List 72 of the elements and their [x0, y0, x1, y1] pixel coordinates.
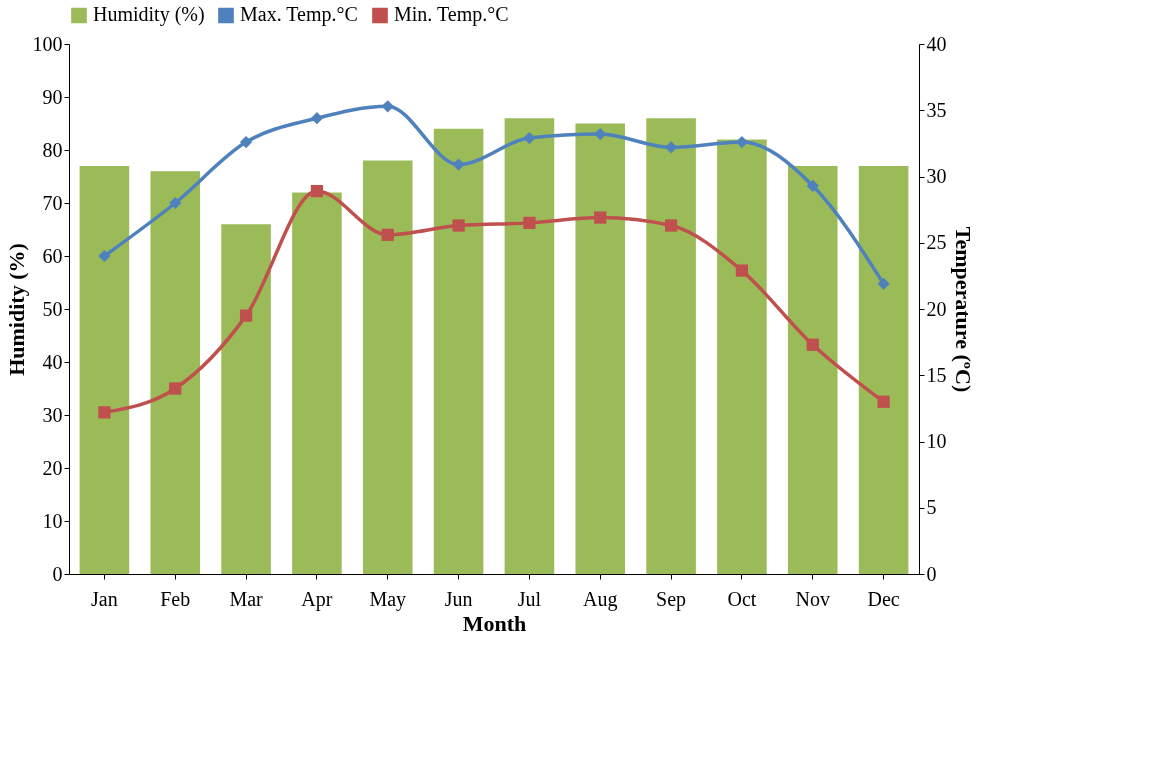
y2-tick-label: 25: [926, 231, 947, 254]
bar: [221, 224, 271, 574]
y2-tick-label: 30: [926, 165, 947, 187]
y-tick-label: 100: [32, 32, 63, 55]
point: [664, 219, 678, 232]
bar: [787, 165, 838, 574]
point: [806, 338, 819, 351]
x-tick-label: Sep: [656, 587, 687, 611]
x-tick-label: Oct: [727, 587, 757, 610]
point: [169, 382, 182, 395]
y-tick-label: 0: [52, 562, 63, 585]
y2-tick-label: 0: [926, 562, 937, 585]
y-tick-label: 50: [42, 297, 63, 320]
y-tick-label: 90: [42, 85, 63, 108]
y-tick-label: 30: [42, 403, 63, 426]
point: [806, 179, 819, 192]
y2-tick-label: 15: [926, 363, 947, 386]
bar: [504, 118, 555, 574]
bar: [575, 123, 626, 574]
bar: [433, 128, 484, 574]
y2-axis-title: Temperature (ºC): [950, 226, 976, 393]
y-tick-label: 40: [42, 350, 63, 373]
bar: [717, 139, 767, 574]
bar: [292, 192, 342, 574]
bar: [858, 165, 909, 574]
y-tick-label: 80: [42, 138, 63, 161]
y-tick-label: 10: [42, 509, 63, 532]
point: [877, 395, 890, 408]
legend-label: Humidity (%): [93, 3, 205, 27]
x-tick-label: Aug: [583, 587, 618, 611]
y2-tick-label: 40: [926, 32, 947, 55]
point: [735, 135, 749, 149]
point: [381, 228, 394, 241]
x-tick-label: Apr: [301, 587, 333, 611]
point: [310, 112, 324, 125]
point: [452, 219, 465, 232]
x-tick-label: Nov: [795, 587, 830, 610]
point: [877, 277, 890, 290]
x-axis-title: Month: [462, 610, 527, 636]
bar: [79, 165, 130, 574]
point: [169, 196, 182, 210]
bar: [646, 118, 696, 574]
y-tick-label: 20: [42, 456, 63, 479]
point: [523, 216, 536, 229]
point: [98, 249, 111, 263]
x-tick-label: Mar: [229, 587, 264, 610]
point: [664, 141, 678, 154]
x-tick-label: Feb: [160, 587, 191, 610]
bar: [362, 160, 413, 574]
point: [594, 127, 607, 141]
point: [98, 406, 111, 419]
legend-label: Min. Temp.°C: [394, 3, 509, 27]
y2-tick-label: 10: [926, 430, 947, 452]
y2-tick-label: 35: [926, 98, 947, 121]
x-tick-label: Jan: [91, 587, 118, 610]
point: [239, 309, 253, 322]
bar: [150, 171, 201, 574]
y-axis-title: Humidity (%): [3, 243, 29, 376]
x-tick-label: Jul: [517, 587, 542, 610]
x-tick-label: Jun: [444, 587, 473, 610]
y-tick-label: 60: [42, 244, 63, 267]
point: [594, 211, 607, 224]
x-tick-label: May: [369, 587, 407, 611]
y2-tick-label: 20: [926, 297, 947, 320]
point: [523, 131, 536, 145]
y2-tick-label: 5: [926, 496, 937, 519]
point: [735, 264, 749, 277]
legend-label: Max. Temp.°C: [240, 3, 358, 27]
x-tick-label: Dec: [867, 587, 900, 610]
y-tick-label: 70: [42, 191, 63, 214]
point: [239, 135, 253, 149]
point: [310, 184, 324, 198]
